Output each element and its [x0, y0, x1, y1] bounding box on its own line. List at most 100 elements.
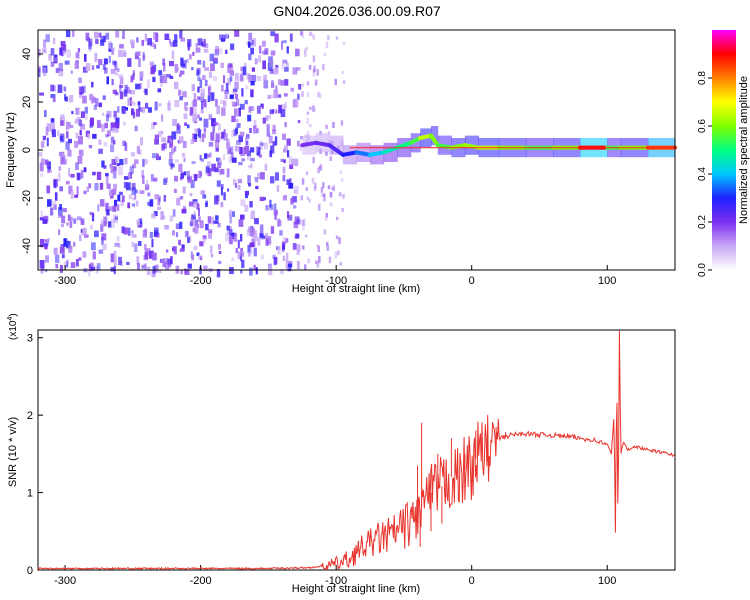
noise-cell [60, 117, 64, 126]
noise-cell [70, 262, 76, 268]
noise-cell [110, 193, 114, 199]
noise-cell [265, 115, 269, 121]
noise-cell [50, 84, 55, 92]
noise-cell [263, 74, 267, 81]
noise-cell [216, 105, 220, 115]
noise-cell [146, 266, 151, 276]
noise-cell [119, 159, 124, 166]
sparse-cell [332, 122, 335, 128]
sparse-cell [332, 184, 336, 192]
noise-cell [244, 62, 247, 67]
noise-cell [229, 214, 232, 224]
noise-cell [169, 60, 174, 67]
noise-cell [114, 121, 120, 129]
noise-cell [282, 174, 286, 182]
spectrogram-y-axis-label: Frequency (Hz) [5, 112, 17, 188]
noise-cell [68, 245, 73, 253]
noise-cell [202, 75, 206, 80]
noise-cell [189, 54, 192, 60]
noise-cell [124, 176, 129, 180]
noise-cell [171, 163, 175, 168]
sparse-cell [341, 207, 344, 213]
noise-cell [224, 93, 228, 100]
noise-cell [250, 89, 254, 98]
noise-cell [237, 184, 241, 190]
noise-cell [135, 200, 139, 207]
noise-cell [241, 88, 244, 97]
noise-cell [45, 255, 49, 263]
noise-cell [63, 50, 66, 56]
noise-cell [289, 164, 294, 169]
noise-cell [216, 157, 221, 162]
noise-cell [241, 68, 245, 75]
noise-cell [194, 128, 198, 133]
noise-cell [116, 204, 120, 211]
noise-cell [44, 110, 47, 117]
noise-cell [66, 49, 71, 58]
sparse-cell [308, 123, 312, 127]
noise-cell [178, 163, 183, 172]
noise-cell [51, 201, 57, 205]
sparse-cell [339, 170, 343, 175]
sparse-cell [340, 120, 344, 126]
noise-cell [38, 152, 43, 157]
noise-cell [74, 140, 79, 148]
noise-cell [271, 80, 274, 84]
noise-cell [184, 230, 188, 238]
noise-cell [187, 124, 190, 129]
sparse-cell [306, 117, 309, 124]
noise-cell [280, 158, 285, 162]
noise-cell [162, 74, 168, 84]
noise-cell [130, 100, 134, 104]
noise-cell [110, 218, 115, 228]
noise-cell [59, 135, 64, 141]
noise-cell [61, 49, 64, 57]
noise-cell [76, 216, 82, 221]
noise-cell [198, 208, 200, 216]
noise-cell [141, 264, 147, 269]
noise-cell [294, 235, 298, 239]
noise-cell [46, 123, 52, 132]
noise-cell [92, 133, 97, 139]
noise-cell [273, 257, 277, 266]
noise-cell [229, 146, 234, 154]
noise-cell [214, 195, 219, 205]
noise-cell [280, 269, 284, 275]
noise-cell [198, 96, 204, 101]
noise-cell [276, 185, 280, 192]
noise-cell [250, 147, 255, 153]
noise-cell [66, 30, 71, 38]
noise-cell [38, 69, 41, 77]
noise-cell [197, 114, 200, 119]
noise-cell [113, 183, 118, 190]
noise-cell [161, 137, 167, 143]
sparse-cell [301, 31, 304, 38]
noise-cell [129, 166, 134, 174]
noise-cell [269, 199, 272, 208]
noise-cell [103, 142, 108, 147]
sparse-cell [323, 194, 326, 202]
noise-cell [102, 112, 105, 116]
noise-cell [268, 56, 273, 64]
noise-cell [63, 86, 67, 92]
noise-cell [286, 138, 291, 146]
noise-cell [196, 223, 199, 228]
noise-cell [187, 176, 192, 183]
noise-cell [218, 251, 222, 254]
noise-cell [47, 199, 52, 207]
noise-cell [244, 145, 250, 155]
noise-cell [135, 108, 140, 117]
noise-cell [97, 122, 102, 129]
snr-x-axis-label: Height of straight line (km) [292, 583, 420, 595]
noise-cell [217, 222, 221, 228]
noise-cell [150, 66, 155, 75]
noise-cell [118, 49, 123, 58]
noise-cell [106, 76, 109, 85]
noise-cell [75, 162, 79, 170]
noise-cell [94, 31, 98, 39]
noise-cell [238, 219, 244, 227]
noise-cell [259, 45, 262, 54]
noise-cell [156, 232, 160, 238]
noise-cell [180, 37, 186, 42]
noise-cell [68, 122, 71, 129]
